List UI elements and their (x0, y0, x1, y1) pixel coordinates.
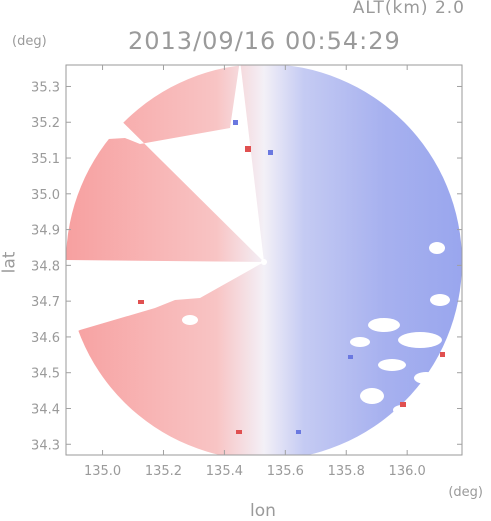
y-tick-label: 34.8 (31, 259, 60, 274)
plot-frame (65, 64, 463, 456)
echo-gap (378, 359, 406, 371)
clutter-speck (245, 146, 251, 152)
x-axis-unit: (deg) (448, 485, 483, 500)
x-tick-label: 135.8 (328, 464, 365, 479)
clutter-speck (138, 300, 144, 304)
clutter-speck (296, 430, 301, 434)
clutter-speck (400, 402, 406, 407)
clutter-speck (268, 150, 273, 155)
y-tick-label: 34.5 (31, 367, 60, 382)
echo-gap (398, 332, 442, 348)
x-tick-label: 135.6 (267, 464, 304, 479)
x-tick-label: 135.2 (145, 464, 182, 479)
y-tick-label: 34.3 (31, 438, 60, 453)
clutter-speck (440, 352, 445, 357)
timestamp-title: 2013/09/16 00:54:29 (128, 27, 401, 55)
x-tick-label: 135.4 (206, 464, 243, 479)
echo-gap (414, 372, 438, 384)
y-tick-label: 34.6 (31, 331, 60, 346)
radar-site-marker (261, 259, 267, 265)
y-tick-label: 34.9 (31, 224, 60, 239)
clutter-speck (236, 430, 242, 434)
altitude-label: ALT(km) 2.0 (352, 0, 465, 18)
echo-gap (368, 318, 400, 332)
echo-gap (430, 294, 450, 306)
y-tick-label: 35.3 (31, 80, 60, 95)
y-axis-unit: (deg) (12, 34, 47, 49)
axis-ticks: 135.0 135.2 135.4 135.6 135.8 136.0 35.3 35.2 35… (31, 65, 462, 479)
radar-field (66, 65, 462, 455)
y-tick-label: 34.4 (31, 402, 60, 417)
echo-gap (393, 405, 411, 415)
x-axis-label: lon (250, 501, 276, 521)
echo-gap (360, 388, 384, 404)
no-data-wedge-left (66, 260, 264, 337)
clutter-speck (348, 355, 353, 359)
clutter-speck (233, 120, 238, 125)
echo-gap (182, 315, 198, 325)
x-tick-label: 136.0 (389, 464, 426, 479)
no-data-wedge-upper-left (66, 65, 264, 262)
x-tick-label: 135.0 (84, 464, 121, 479)
echo-gap (429, 242, 445, 254)
y-tick-label: 35.2 (31, 116, 60, 131)
y-tick-label: 34.7 (31, 295, 60, 310)
y-tick-label: 35.0 (31, 188, 60, 203)
echo-gap (350, 337, 370, 347)
no-data-patch-top (344, 65, 462, 150)
y-tick-label: 35.1 (31, 152, 60, 167)
